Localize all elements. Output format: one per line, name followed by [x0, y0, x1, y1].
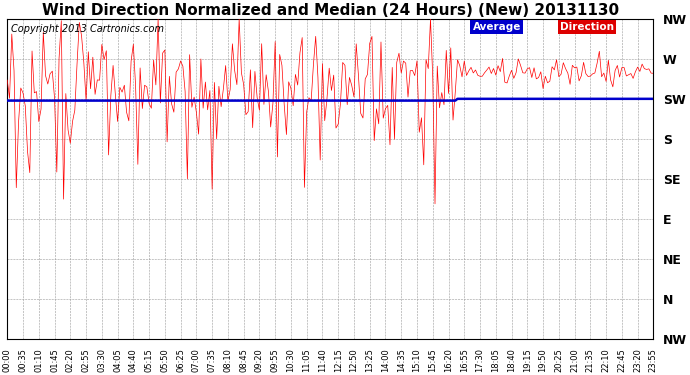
Text: Direction: Direction	[560, 22, 613, 32]
Text: Copyright 2013 Cartronics.com: Copyright 2013 Cartronics.com	[10, 24, 164, 34]
Title: Wind Direction Normalized and Median (24 Hours) (New) 20131130: Wind Direction Normalized and Median (24…	[42, 3, 619, 18]
Text: Average: Average	[473, 22, 521, 32]
